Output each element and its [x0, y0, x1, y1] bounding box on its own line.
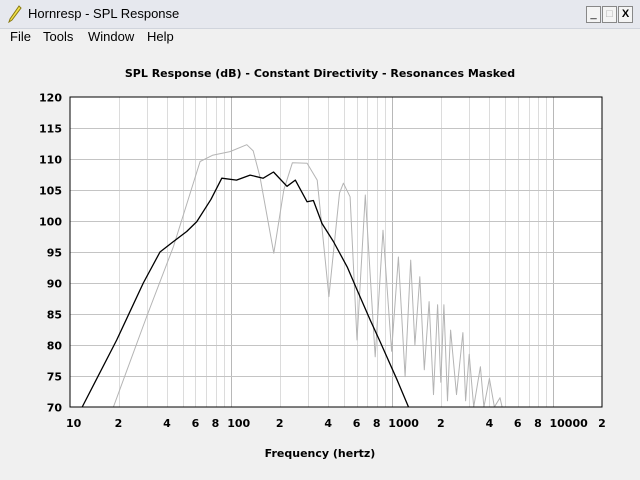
- y-tick-label: 90: [47, 278, 63, 291]
- close-button[interactable]: X: [618, 6, 633, 23]
- series-group: [81, 144, 503, 408]
- y-tick-label: 95: [47, 247, 62, 260]
- menu-file[interactable]: File: [10, 29, 31, 44]
- y-tick-label: 85: [47, 309, 62, 322]
- x-tick-label: 6: [192, 417, 200, 430]
- x-tick-label: 10: [66, 417, 82, 430]
- x-tick-label: 2: [276, 417, 284, 430]
- x-tick-labels: 10 2 4 6 8 100 2 4 6 8 1000 2 4 6 8 10000 2: [66, 417, 606, 430]
- minimize-button[interactable]: _: [586, 6, 601, 23]
- y-tick-label: 80: [47, 340, 63, 353]
- x-tick-label: 2: [437, 417, 445, 430]
- x-tick-label: 10000: [550, 417, 589, 430]
- menu-bar: File Tools Window Help: [0, 28, 640, 48]
- y-tick-label: 75: [47, 371, 62, 384]
- x-tick-label: 2: [598, 417, 606, 430]
- y-tick-labels: 70 75 80 85 90 95 100 105 110 115 120: [39, 92, 62, 415]
- y-tick-label: 115: [39, 123, 62, 136]
- x-tick-label: 6: [353, 417, 361, 430]
- window-title: Hornresp - SPL Response: [28, 6, 180, 21]
- menu-window[interactable]: Window: [88, 29, 135, 44]
- x-tick-label: 100: [227, 417, 250, 430]
- y-tick-label: 120: [39, 92, 62, 105]
- x-tick-label: 4: [486, 417, 494, 430]
- x-tick-label: 1000: [388, 417, 419, 430]
- y-tick-label: 100: [39, 216, 62, 229]
- title-bar: Hornresp - SPL Response _ □ X: [0, 0, 640, 29]
- x-tick-label: 8: [212, 417, 220, 430]
- y-tick-label: 70: [47, 402, 63, 415]
- y-tick-label: 110: [39, 154, 62, 167]
- x-tick-label: 4: [324, 417, 332, 430]
- plot-frame: [69, 96, 603, 408]
- spl-curve-gray: [112, 144, 503, 408]
- y-tick-label: 105: [39, 185, 62, 198]
- menu-tools[interactable]: Tools: [43, 29, 74, 44]
- chart-title: SPL Response (dB) - Constant Directivity…: [125, 67, 515, 80]
- x-tick-label: 8: [373, 417, 381, 430]
- spl-curve-black: [81, 171, 410, 408]
- x-tick-label: 4: [163, 417, 171, 430]
- x-tick-label: 2: [115, 417, 123, 430]
- grid: [70, 97, 602, 407]
- hornresp-app-icon: [8, 5, 22, 23]
- x-tick-label: 6: [514, 417, 522, 430]
- x-axis-label: Frequency (hertz): [265, 447, 376, 460]
- menu-help[interactable]: Help: [147, 29, 174, 44]
- maximize-button[interactable]: □: [602, 6, 617, 23]
- x-tick-label: 8: [534, 417, 542, 430]
